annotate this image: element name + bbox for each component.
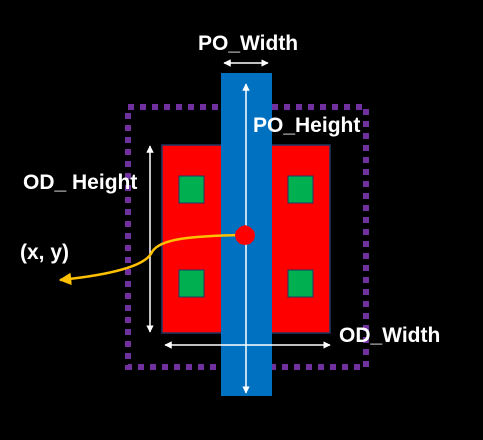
origin-marker <box>235 225 255 245</box>
contact-top-left <box>178 175 205 204</box>
od-height-label: OD_ Height <box>23 171 138 194</box>
origin-pointer <box>58 233 243 286</box>
origin-label: (x, y) <box>20 241 70 264</box>
od-width-label: OD_Width <box>339 324 441 347</box>
contact-top-right <box>287 175 314 204</box>
po-width-label: PO_Width <box>198 32 299 55</box>
contact-bottom-left <box>178 269 205 298</box>
po-height-label: PO_Height <box>253 114 361 137</box>
contact-bottom-right <box>287 269 314 298</box>
